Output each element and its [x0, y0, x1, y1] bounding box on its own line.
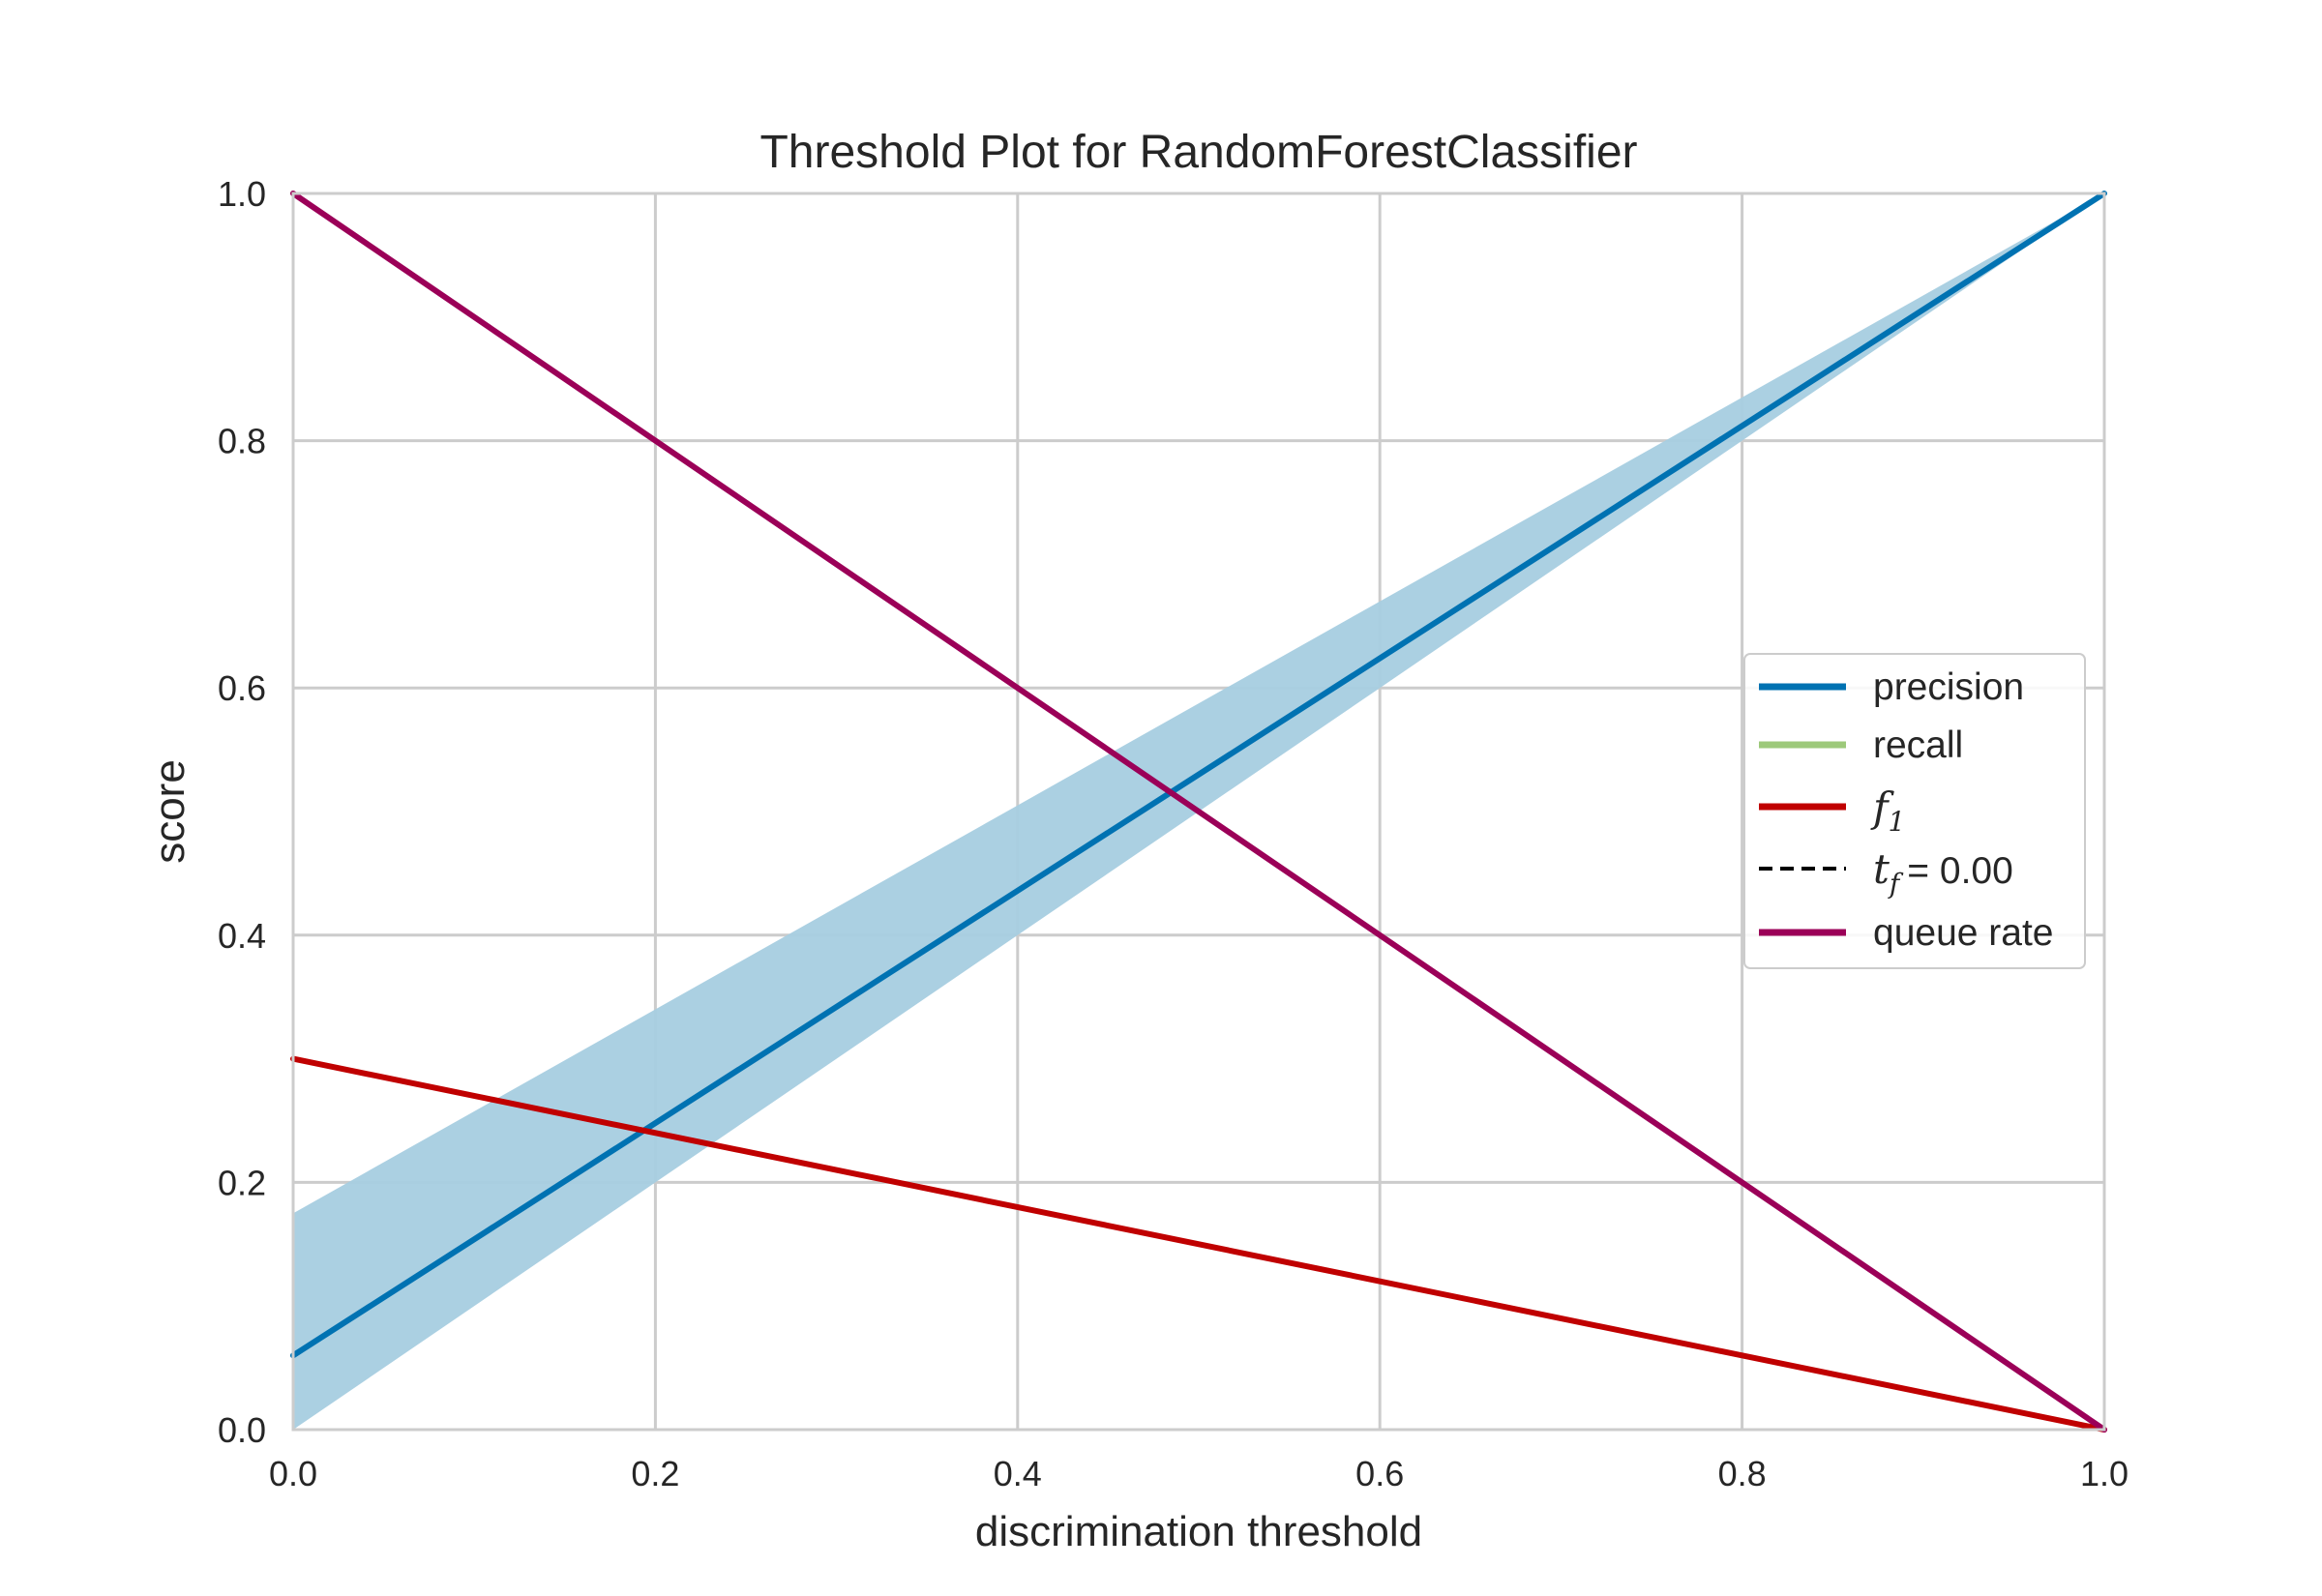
y-tick-label: 0.8: [218, 422, 266, 461]
legend-label-queue-rate: queue rate: [1873, 912, 2054, 954]
legend: precision recall f1 tf = 0.00 queue rate: [1743, 653, 2086, 969]
x-tick-label: 0.2: [631, 1454, 679, 1493]
queue-rate-line: [290, 191, 2107, 1433]
x-tick-label: 0.0: [269, 1454, 317, 1493]
y-tick-label: 0.0: [218, 1410, 266, 1450]
f1-line: [290, 1055, 2107, 1433]
x-tick-label: 0.4: [994, 1454, 1042, 1493]
legend-label-recall: recall: [1873, 724, 1963, 766]
x-tick-label: 1.0: [2080, 1454, 2128, 1493]
legend-label-threshold: tf = 0.00: [1873, 845, 2013, 900]
x-tick-label: 0.6: [1355, 1454, 1404, 1493]
y-tick-label: 0.6: [218, 668, 266, 708]
legend-box: [1743, 653, 2086, 969]
legend-threshold-main: t: [1873, 845, 1890, 893]
x-tick-labels: 0.0 0.2 0.4 0.6 0.8 1.0: [269, 1454, 2128, 1493]
legend-threshold-value: = 0.00: [1907, 850, 2013, 892]
y-tick-label: 0.2: [218, 1163, 266, 1202]
legend-f1-sub: 1: [1889, 806, 1906, 838]
plot-frame: [291, 192, 2106, 1432]
precision-line: [290, 191, 2107, 1359]
y-axis-label: score: [146, 759, 194, 864]
x-tick-label: 0.8: [1718, 1454, 1767, 1493]
chart-title: Threshold Plot for RandomForestClassifie…: [759, 127, 1637, 178]
y-tick-label: 1.0: [218, 174, 266, 214]
x-axis-label: discrimination threshold: [975, 1508, 1422, 1555]
legend-label-precision: precision: [1873, 666, 2024, 708]
y-tick-labels: 0.0 0.2 0.4 0.6 0.8 1.0: [218, 174, 266, 1450]
legend-label-f1: f1: [1870, 783, 1905, 838]
y-tick-label: 0.4: [218, 916, 266, 956]
